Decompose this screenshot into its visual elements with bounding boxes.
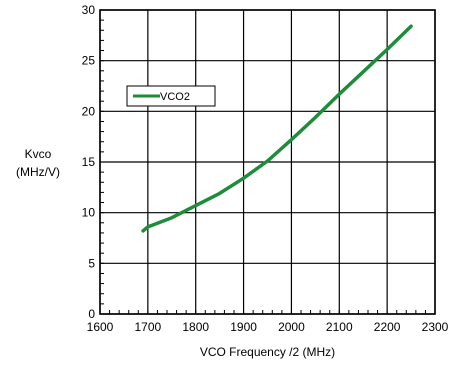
series-lines [141, 24, 413, 233]
x-tick-label-1800: 1800 [182, 320, 209, 334]
x-tick-label-1900: 1900 [230, 320, 257, 334]
plot-frame [99, 9, 436, 315]
y-tick-label-15: 15 [82, 155, 96, 169]
x-tick-label-2200: 2200 [374, 320, 401, 334]
y-tick-label-0: 0 [88, 307, 95, 321]
x-tick-label-1600: 1600 [87, 320, 114, 334]
y-tick-labels: 0 5 10 15 20 25 30 [82, 3, 96, 321]
y-axis-label-line-1: Kvco [25, 147, 52, 161]
legend-label: VCO2 [160, 91, 190, 103]
x-tick-label-2100: 2100 [326, 320, 353, 334]
x-tick-labels: 1600 1700 1800 1900 2000 2100 2200 2300 [87, 320, 449, 334]
x-tick-label-2000: 2000 [278, 320, 305, 334]
x-axis-label: VCO Frequency /2 (MHz) [200, 345, 335, 359]
y-tick-label-30: 30 [82, 3, 96, 17]
y-tick-label-25: 25 [82, 54, 96, 68]
x-tick-label-2300: 2300 [422, 320, 449, 334]
series-line-0 [141, 24, 413, 233]
y-tick-label-5: 5 [88, 256, 95, 270]
y-tick-label-10: 10 [82, 206, 96, 220]
legend-box [126, 85, 216, 107]
y-tick-label-20: 20 [82, 104, 96, 118]
x-tick-label-1700: 1700 [135, 320, 162, 334]
y-axis-label-line-2: (MHz/V) [16, 165, 60, 179]
legend: VCO2 [126, 85, 216, 107]
